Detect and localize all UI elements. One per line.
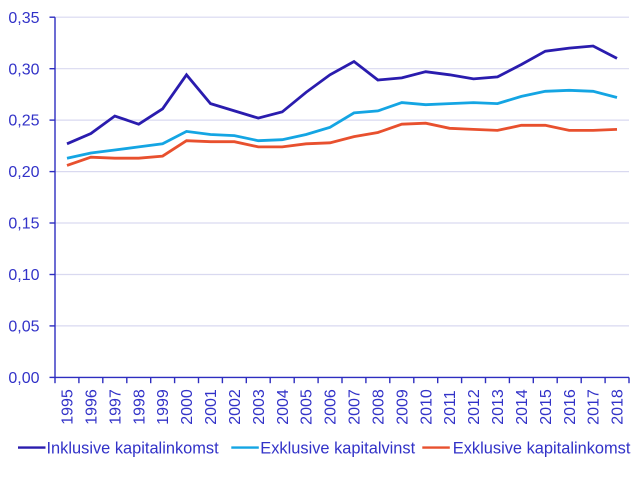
svg-text:0,10: 0,10 [8,267,39,284]
svg-text:2015: 2015 [538,389,555,425]
svg-text:2003: 2003 [251,389,268,425]
svg-text:1998: 1998 [131,389,148,425]
svg-text:2017: 2017 [586,389,603,425]
svg-text:2008: 2008 [371,389,388,425]
svg-text:0,25: 0,25 [8,113,39,130]
svg-text:1996: 1996 [84,389,101,425]
svg-text:2011: 2011 [442,390,459,425]
svg-text:2007: 2007 [347,389,364,425]
svg-text:1999: 1999 [155,389,172,425]
svg-text:0,00: 0,00 [8,370,39,387]
svg-text:2000: 2000 [179,389,196,425]
svg-text:2013: 2013 [490,389,507,425]
svg-text:1995: 1995 [60,389,77,425]
svg-text:2002: 2002 [227,389,244,425]
svg-text:2016: 2016 [562,389,579,425]
svg-text:1997: 1997 [107,389,124,425]
svg-text:2009: 2009 [394,389,411,425]
svg-text:2006: 2006 [323,389,340,425]
svg-text:2014: 2014 [514,389,531,425]
svg-text:2004: 2004 [275,389,292,425]
svg-text:0,15: 0,15 [8,216,39,233]
svg-text:0,05: 0,05 [8,319,39,336]
svg-text:0,20: 0,20 [8,164,39,181]
svg-text:2018: 2018 [610,389,627,425]
svg-text:Exklusive kapitalinkomst: Exklusive kapitalinkomst [453,440,631,458]
svg-text:Inklusive kapitalinkomst: Inklusive kapitalinkomst [47,440,220,458]
svg-text:0,30: 0,30 [8,61,39,78]
svg-text:2001: 2001 [203,389,220,425]
svg-text:Exklusive kapitalvinst: Exklusive kapitalvinst [260,440,415,458]
svg-text:0,35: 0,35 [8,10,39,27]
svg-text:2010: 2010 [418,389,435,425]
svg-text:2005: 2005 [299,389,316,425]
svg-text:2012: 2012 [466,389,483,425]
